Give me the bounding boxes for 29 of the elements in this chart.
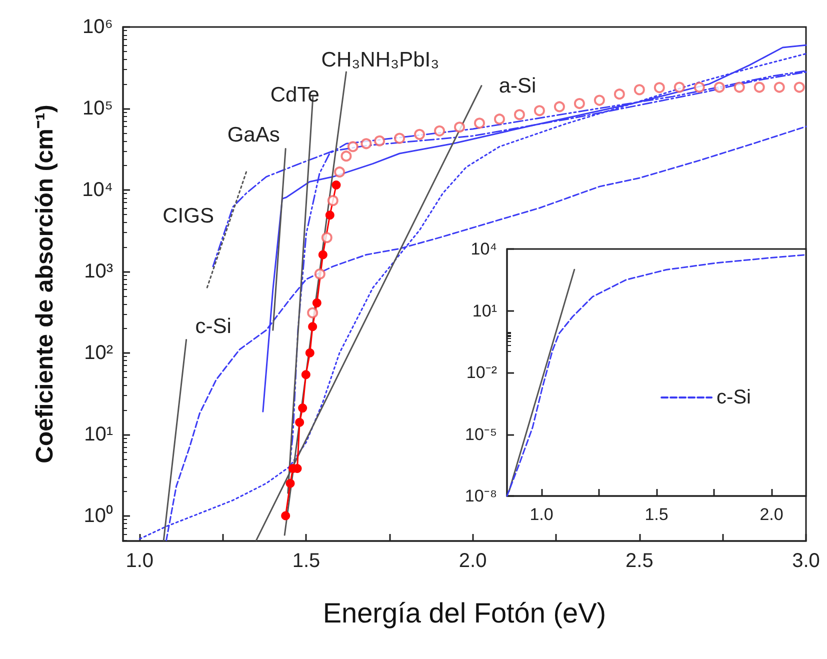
y-tick-label: 10¹: [472, 301, 498, 320]
y-tick-label: 10⁻⁸: [464, 486, 497, 506]
legend-label: c-Si: [716, 386, 752, 408]
y-tick-label: 10¹: [84, 423, 114, 446]
x-tick-label: 1.0: [126, 550, 154, 572]
y-tick-label: 10⁰: [84, 504, 113, 527]
series-label: GaAs: [227, 123, 280, 146]
x-tick-label: 2.5: [626, 550, 654, 572]
y-tick-label: 10⁶: [82, 16, 113, 38]
y-tick-label: 10³: [84, 260, 114, 282]
y-tick-label: 10⁴: [470, 240, 497, 258]
series-label: c-Si: [195, 315, 232, 338]
x-tick-label: 1.0: [530, 505, 554, 524]
y-tick-label: 10⁻⁵: [465, 424, 497, 444]
y-tick-label: 10²: [84, 342, 114, 364]
y-tick-label: 10⁴: [82, 178, 113, 201]
x-tick-label: 3.0: [792, 550, 820, 572]
x-axis-title: Energía del Fotón (eV): [322, 598, 606, 628]
x-tick-label: 1.5: [292, 550, 320, 572]
y-axis-title: Coeficiente de absorción (cm⁻¹): [32, 104, 58, 464]
series-label: CH₃NH₃PbI₃: [321, 48, 440, 72]
series-label: CIGS: [162, 204, 214, 228]
series-label: CdTe: [270, 84, 320, 107]
series-label: a-Si: [498, 74, 536, 98]
y-tick-label: 10⁵: [82, 97, 113, 120]
y-tick-label: 10⁻²: [466, 363, 498, 382]
x-tick-label: 2.0: [760, 505, 784, 524]
x-tick-label: 1.5: [644, 505, 668, 524]
x-tick-label: 2.0: [458, 550, 487, 572]
